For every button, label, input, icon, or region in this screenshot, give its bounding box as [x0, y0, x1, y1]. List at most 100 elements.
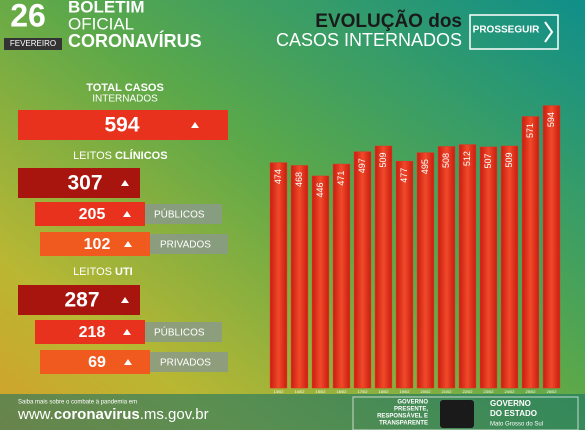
- x-tick-label: 21/02: [441, 389, 452, 394]
- private-box: [40, 350, 150, 374]
- up-arrow: [121, 297, 129, 303]
- slogan: TRANSPARENTE: [379, 421, 428, 427]
- bar: [290, 165, 309, 389]
- private-box: [40, 232, 150, 256]
- footer-band: [0, 394, 585, 430]
- bar-value-label: 571: [525, 123, 535, 138]
- x-tick-label: 19/02: [399, 389, 410, 394]
- slogan: PRESENTE,: [394, 407, 428, 413]
- bar: [458, 144, 477, 389]
- bar: [395, 160, 414, 389]
- section-prefix: LEITOS: [73, 150, 112, 162]
- bar-value-label: 507: [483, 153, 493, 168]
- title-line: OFICIAL: [68, 14, 134, 33]
- icu-public: 218: [79, 324, 106, 341]
- bar: [269, 162, 288, 389]
- bar: [332, 163, 351, 389]
- label-box: [145, 322, 222, 342]
- x-tick-label: 13/02: [273, 389, 284, 394]
- footer-note: Saiba mais sobre o combate à pandemia em: [18, 400, 137, 406]
- section-title: CLÍNICOS: [115, 149, 168, 162]
- x-tick-label: 26/02: [546, 389, 557, 394]
- brand-arrow: [544, 21, 554, 43]
- bar: [542, 105, 561, 389]
- x-tick-label: 25/02: [525, 389, 536, 394]
- clinical-total: 307: [67, 172, 102, 195]
- up-arrow: [124, 359, 132, 365]
- slogan: GOVERNO: [397, 400, 428, 406]
- bar-value-label: 594: [546, 112, 556, 127]
- x-tick-label: 17/02: [357, 389, 368, 394]
- bar-value-label: 497: [357, 158, 367, 173]
- bar: [521, 116, 540, 389]
- month-box: [4, 38, 62, 50]
- title-line: CORONAVÍRUS: [68, 30, 202, 51]
- x-tick-label: 24/02: [504, 389, 515, 394]
- bar: [353, 151, 372, 389]
- month: FEVEREIRO: [10, 39, 56, 48]
- bar: [416, 152, 435, 389]
- total-subtitle: INTERNADOS: [92, 94, 158, 105]
- private-label: PRIVADOS: [160, 358, 211, 369]
- coat-of-arms: [440, 400, 474, 428]
- slogan: RESPONSÁVEL E: [377, 413, 428, 420]
- bar-value-label: 508: [441, 153, 451, 168]
- up-arrow: [121, 180, 129, 186]
- x-tick-label: 15/02: [315, 389, 326, 394]
- x-tick-label: 22/02: [462, 389, 473, 394]
- bar: [311, 175, 330, 389]
- x-tick-label: 14/02: [294, 389, 305, 394]
- bar-value-label: 509: [504, 153, 514, 168]
- footer-url: www.coronavirus.ms.gov.br: [17, 406, 209, 423]
- label-box: [150, 352, 228, 372]
- bar-value-label: 477: [399, 168, 409, 183]
- bar: [374, 145, 393, 389]
- title-line: BOLETIM: [68, 0, 145, 16]
- total-value: 594: [104, 114, 139, 137]
- up-arrow: [124, 241, 132, 247]
- clinical-box: [18, 168, 140, 198]
- bar-value-label: 468: [294, 172, 304, 187]
- gov: Mato Grosso do Sul: [490, 422, 543, 428]
- x-tick-label: 20/02: [420, 389, 431, 394]
- icu-total: 287: [64, 289, 99, 312]
- bar: [437, 146, 456, 389]
- total-title: TOTAL CASOS: [86, 82, 164, 94]
- url-part: .ms.gov.br: [140, 406, 209, 423]
- x-tick-label: 23/02: [483, 389, 494, 394]
- icu-box: [18, 285, 140, 315]
- brand-box: [469, 14, 559, 50]
- gov: DO ESTADO: [490, 409, 537, 418]
- private-label: PRIVADOS: [160, 240, 211, 251]
- up-arrow: [123, 329, 131, 335]
- brand: PROSSEGUIR: [473, 25, 540, 36]
- footer-frame: [352, 396, 579, 430]
- up-arrow: [123, 211, 131, 217]
- gov: GOVERNO: [490, 399, 531, 408]
- section-prefix: LEITOS: [73, 266, 112, 278]
- bar: [500, 145, 519, 389]
- bar-value-label: 512: [462, 151, 472, 166]
- bar-value-label: 471: [336, 171, 346, 186]
- chart-subtitle: CASOS INTERNADOS: [276, 30, 462, 50]
- url-part: coronavirus: [54, 406, 140, 423]
- public-label: PÚBLICOS: [154, 208, 205, 221]
- bar-value-label: 446: [315, 182, 325, 197]
- bar-value-label: 509: [378, 153, 388, 168]
- url-part: www.: [17, 406, 54, 423]
- up-arrow: [191, 122, 199, 128]
- section-title: UTI: [115, 266, 133, 278]
- x-tick-label: 16/02: [336, 389, 347, 394]
- icu-private: 69: [88, 354, 106, 371]
- label-box: [150, 234, 228, 254]
- bar: [479, 146, 498, 389]
- day: 26: [10, 0, 46, 33]
- public-label: PÚBLICOS: [154, 326, 205, 339]
- chart-title: EVOLUÇÃO dos: [315, 10, 462, 32]
- clinical-public: 205: [79, 206, 106, 223]
- bar-value-label: 474: [273, 169, 283, 184]
- x-tick-label: 18/02: [378, 389, 389, 394]
- bar-value-label: 495: [420, 159, 430, 174]
- clinical-private: 102: [84, 236, 111, 253]
